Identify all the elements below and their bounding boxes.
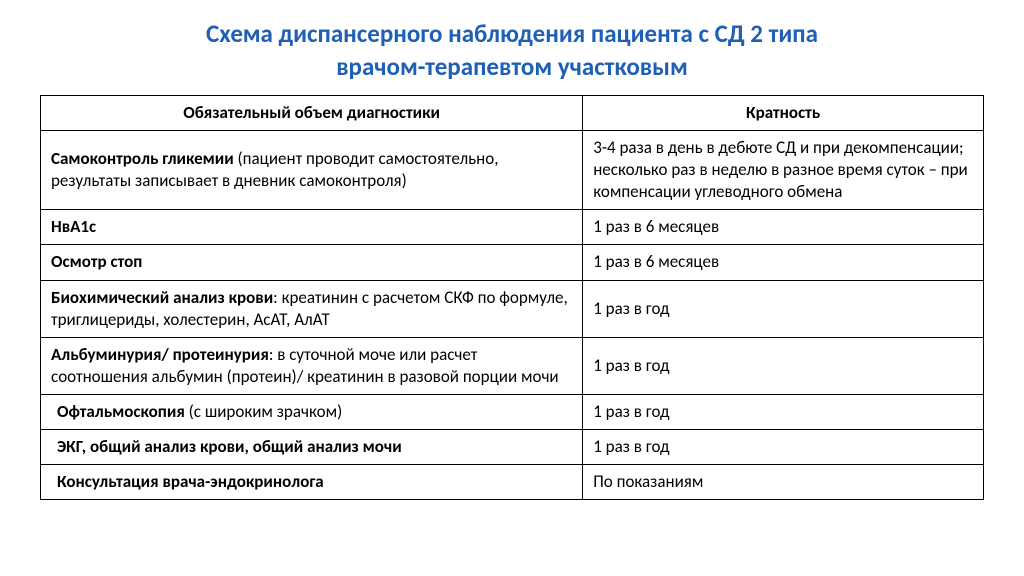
table-row: Самоконтроль гликемии (пациент проводит …	[41, 131, 984, 210]
table-row: Осмотр стоп 1 раз в 6 месяцев	[41, 245, 984, 280]
cell-frequency: 1 раз в год	[583, 337, 984, 394]
diagnostic-term: НвА1с	[51, 216, 96, 237]
table-row: Консультация врача-эндокринолога По показ…	[41, 465, 984, 500]
cell-frequency: 1 раз в 6 месяцев	[583, 245, 984, 280]
cell-diagnostics: Биохимический анализ крови: креатинин с …	[41, 280, 583, 337]
cell-diagnostics: Альбуминурия/ протеинурия: в суточной мо…	[41, 337, 583, 394]
cell-frequency: 1 раз в год	[583, 430, 984, 465]
table-row: НвА1с 1 раз в 6 месяцев	[41, 210, 984, 245]
title-line-1: Схема диспансерного наблюдения пациента …	[206, 18, 818, 49]
col-header-frequency: Кратность	[583, 96, 984, 131]
diagnostic-term: Осмотр стоп	[51, 251, 142, 272]
cell-diagnostics: Осмотр стоп	[41, 245, 583, 280]
cell-diagnostics: НвА1с	[41, 210, 583, 245]
table-row: Биохимический анализ крови: креатинин с …	[41, 280, 984, 337]
cell-frequency: 1 раз в 6 месяцев	[583, 210, 984, 245]
cell-frequency: 1 раз в год	[583, 280, 984, 337]
diagnostic-term: Самоконтроль гликемии	[51, 148, 234, 169]
page-title: Схема диспансерного наблюдения пациента …	[40, 18, 984, 83]
observation-schedule-table: Обязательный объем диагностики Кратность…	[40, 95, 984, 500]
cell-frequency: 3-4 раза в день в дебюте СД и при декомп…	[583, 131, 984, 210]
diagnostic-term: Биохимический анализ крови	[51, 287, 273, 308]
diagnostic-term: Альбуминурия/ протеинурия	[51, 344, 269, 365]
table-row: Офтальмоскопия (с широким зрачком)1 раз …	[41, 394, 984, 429]
col-header-diagnostics: Обязательный объем диагностики	[41, 96, 583, 131]
title-line-2: врачом-терапевтом участковым	[336, 51, 688, 82]
diagnostic-term: ЭКГ, общий анализ крови, общий анализ мо…	[57, 436, 402, 457]
cell-diagnostics: Самоконтроль гликемии (пациент проводит …	[41, 131, 583, 210]
cell-frequency: По показаниям	[583, 465, 984, 500]
table-header-row: Обязательный объем диагностики Кратность	[41, 96, 984, 131]
cell-diagnostics: Консультация врача-эндокринолога	[41, 465, 583, 500]
cell-diagnostics: ЭКГ, общий анализ крови, общий анализ мо…	[41, 430, 583, 465]
diagnostic-description: (с широким зрачком)	[185, 401, 342, 422]
table-row: Альбуминурия/ протеинурия: в суточной мо…	[41, 337, 984, 394]
table-row: ЭКГ, общий анализ крови, общий анализ мо…	[41, 430, 984, 465]
diagnostic-term: Консультация врача-эндокринолога	[57, 471, 324, 492]
cell-diagnostics: Офтальмоскопия (с широким зрачком)	[41, 394, 583, 429]
diagnostic-term: Офтальмоскопия	[57, 401, 185, 422]
cell-frequency: 1 раз в год	[583, 394, 984, 429]
